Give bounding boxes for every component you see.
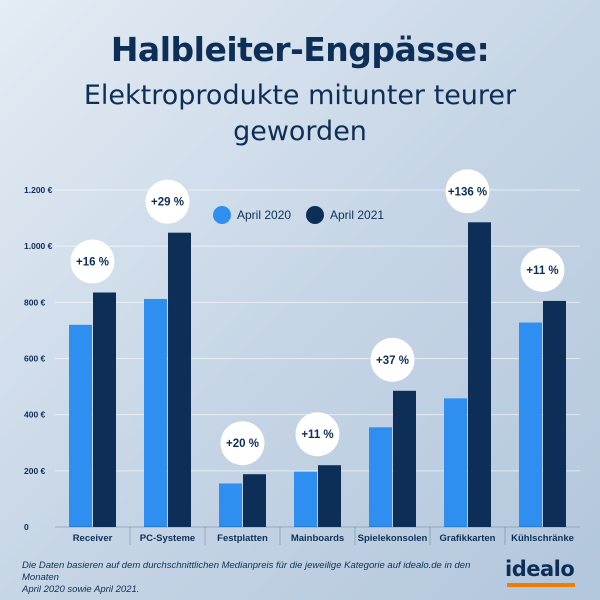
bar-april-2021 <box>243 474 266 527</box>
bar-april-2020 <box>369 427 392 527</box>
category-label: PC-Systeme <box>140 533 195 544</box>
bar-april-2021 <box>468 222 491 527</box>
change-label: +20 % <box>226 438 259 450</box>
footnote-line-1: Die Daten basieren auf dem durchschnittl… <box>22 560 471 583</box>
bar-april-2020 <box>519 322 542 527</box>
change-label: +29 % <box>151 197 184 209</box>
idealo-logo-underline <box>507 583 575 587</box>
bar-april-2020 <box>69 324 92 527</box>
bar-april-2020 <box>444 398 467 527</box>
y-tick-label: 400 € <box>24 410 46 420</box>
change-label: +37 % <box>376 355 409 367</box>
legend-label: April 2021 <box>330 208 384 222</box>
legend-swatch <box>213 206 231 224</box>
change-label: +11 % <box>301 429 333 441</box>
category-label: Receiver <box>73 533 113 544</box>
category-label: Festplatten <box>217 533 268 544</box>
bar-april-2021 <box>543 300 566 527</box>
bar-april-2020 <box>294 471 317 527</box>
legend-swatch <box>306 206 324 224</box>
category-label: Spielekonsolen <box>358 533 428 544</box>
change-label: +136 % <box>448 186 487 198</box>
change-label: +16 % <box>76 257 109 269</box>
change-bubble <box>70 239 115 284</box>
change-label: +11 % <box>526 265 558 277</box>
legend-label: April 2020 <box>237 208 291 222</box>
y-tick-label: 1.200 € <box>24 185 53 195</box>
footnote: Die Daten basieren auf dem durchschnittl… <box>22 560 492 596</box>
bar-april-2021 <box>93 292 116 527</box>
idealo-logo: idealo <box>505 557 575 581</box>
y-tick-label: 200 € <box>24 466 46 476</box>
chart-title: Halbleiter-Engpässe: <box>110 30 490 69</box>
y-tick-label: 1.000 € <box>24 241 53 251</box>
change-bubble <box>145 179 190 224</box>
change-bubble <box>295 412 340 457</box>
footnote-line-2: April 2020 sowie April 2021. <box>22 584 140 595</box>
y-tick-label: 800 € <box>24 297 46 307</box>
bar-april-2021 <box>393 390 416 527</box>
change-bubble <box>445 169 490 214</box>
bar-april-2021 <box>168 232 191 528</box>
bar-april-2020 <box>144 298 167 527</box>
chart-subtitle-line-2: geworden <box>233 116 367 147</box>
chart-subtitle: Elektroprodukte mitunter teurer geworden <box>0 78 600 150</box>
chart-subtitle-line-1: Elektroprodukte mitunter teurer <box>83 80 517 111</box>
category-label: Kühlschränke <box>511 533 574 544</box>
bar-april-2020 <box>219 483 242 527</box>
bar-april-2021 <box>318 465 341 527</box>
change-bubble <box>370 337 415 382</box>
category-label: Grafikkarten <box>440 533 496 544</box>
change-bubble <box>220 421 265 466</box>
category-label: Mainboards <box>291 533 344 544</box>
y-tick-label: 600 € <box>24 354 46 364</box>
y-tick-label: 0 <box>24 522 29 532</box>
change-bubble <box>520 247 565 292</box>
